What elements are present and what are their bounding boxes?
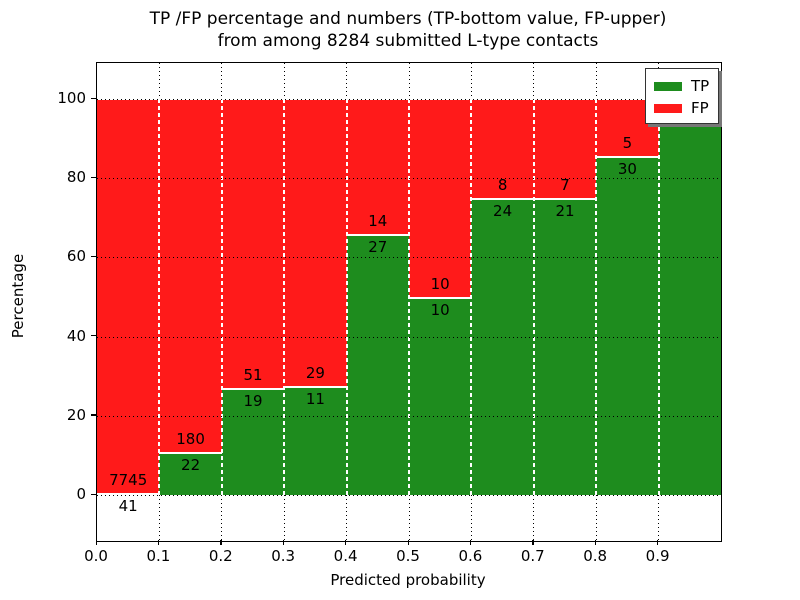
fp-bar-segment xyxy=(284,99,347,387)
h-gridline xyxy=(97,336,721,338)
x-tick-label: 0.8 xyxy=(583,547,608,565)
fp-bar-segment xyxy=(471,99,534,198)
h-gridline xyxy=(97,178,721,180)
tp-bar-segment xyxy=(533,198,597,495)
legend: TP FP xyxy=(645,68,719,124)
h-gridline xyxy=(97,415,721,417)
x-tick xyxy=(220,540,222,545)
bar-separator xyxy=(532,99,535,495)
plot-area: 77454118022511929111427101082472153030 T… xyxy=(96,62,722,542)
fp-count-label: 51 xyxy=(243,365,263,384)
x-tick xyxy=(407,540,409,545)
chart-title: TP /FP percentage and numbers (TP-bottom… xyxy=(96,8,720,52)
fp-bar-segment xyxy=(409,99,472,297)
tp-bar-segment xyxy=(471,198,534,495)
legend-entry-tp: TP xyxy=(654,75,710,97)
bar-separator xyxy=(158,99,161,495)
x-tick-label: 0.6 xyxy=(458,547,483,565)
fp-count-label: 7 xyxy=(560,176,570,194)
tp-bar-segment xyxy=(97,492,160,495)
bar-separator xyxy=(657,99,660,495)
x-tick xyxy=(469,540,472,545)
x-tick-label: 0.9 xyxy=(645,547,670,565)
tp-count-label: 19 xyxy=(243,391,263,410)
chart-title-line2: from among 8284 submitted L-type contact… xyxy=(217,31,599,51)
y-tick xyxy=(91,97,96,99)
y-tick xyxy=(91,176,96,179)
tp-bar-segment xyxy=(221,387,285,495)
x-tick xyxy=(95,540,97,545)
x-tick xyxy=(157,540,160,545)
bar-separator xyxy=(220,99,223,495)
tp-bar-segment xyxy=(596,155,659,495)
fp-count-label: 14 xyxy=(368,212,388,231)
tp-bar-segment xyxy=(409,297,472,495)
x-tick xyxy=(657,540,659,545)
x-tick-label: 0.5 xyxy=(396,547,420,565)
x-tick xyxy=(594,540,597,545)
fp-count-label: 180 xyxy=(176,429,205,448)
x-tick xyxy=(532,540,534,545)
tp-bar-segment xyxy=(658,99,721,495)
tp-swatch-icon xyxy=(654,81,682,91)
tp-count-label: 41 xyxy=(118,496,138,515)
y-tick xyxy=(91,335,96,337)
fp-bar-segment xyxy=(159,99,222,452)
x-tick xyxy=(282,540,285,545)
fp-bar-segment xyxy=(346,99,409,235)
h-gridline xyxy=(97,495,721,496)
tp-count-label: 24 xyxy=(493,202,513,220)
fp-count-label: 8 xyxy=(497,176,508,194)
x-tick-label: 0.0 xyxy=(84,547,108,565)
y-tick-label: 20 xyxy=(66,405,86,424)
y-tick-label: 40 xyxy=(66,326,86,345)
fp-bar-segment xyxy=(221,99,285,388)
tp-count-label: 27 xyxy=(368,238,388,257)
y-tick xyxy=(91,414,96,416)
x-tick-label: 0.1 xyxy=(146,547,171,565)
fp-count-label: 29 xyxy=(305,364,325,383)
bar-separator xyxy=(283,99,286,495)
h-gridline xyxy=(97,257,721,259)
x-axis-label: Predicted probability xyxy=(330,571,486,589)
tp-bar-segment xyxy=(159,451,222,495)
legend-label-tp: TP xyxy=(691,77,710,95)
y-tick-label: 60 xyxy=(66,247,86,266)
fp-count-label: 7745 xyxy=(109,470,148,489)
h-gridline xyxy=(97,99,721,100)
bar-separator xyxy=(345,99,348,495)
x-tick-label: 0.2 xyxy=(208,547,233,565)
x-tick-label: 0.3 xyxy=(271,547,296,565)
tp-count-label: 22 xyxy=(181,455,201,474)
y-axis-label: Percentage xyxy=(9,253,27,339)
fp-count-label: 10 xyxy=(430,275,450,293)
fp-swatch-icon xyxy=(654,103,682,113)
tp-count-label: 11 xyxy=(305,390,325,409)
bar-separator xyxy=(595,99,598,495)
y-tick xyxy=(91,493,96,495)
bar-separator xyxy=(470,99,473,495)
legend-entry-fp: FP xyxy=(654,97,710,119)
legend-label-fp: FP xyxy=(691,99,709,117)
chart-title-line1: TP /FP percentage and numbers (TP-bottom… xyxy=(149,9,667,29)
x-tick-label: 0.7 xyxy=(520,547,545,565)
tp-bar-segment xyxy=(284,386,347,495)
fp-bar-segment xyxy=(97,99,160,493)
y-tick-label: 80 xyxy=(66,168,86,187)
fp-count-label: 5 xyxy=(622,133,633,152)
x-tick xyxy=(345,540,347,545)
tp-count-label: 10 xyxy=(430,301,450,319)
tp-count-label: 21 xyxy=(555,202,575,220)
x-tick-label: 0.4 xyxy=(333,547,358,565)
tp-bar-segment xyxy=(346,234,409,495)
tp-count-label: 30 xyxy=(617,159,637,178)
y-tick-label: 100 xyxy=(57,89,86,107)
y-tick-label: 0 xyxy=(76,485,86,503)
bar-separator xyxy=(408,99,410,495)
y-tick xyxy=(91,255,96,258)
